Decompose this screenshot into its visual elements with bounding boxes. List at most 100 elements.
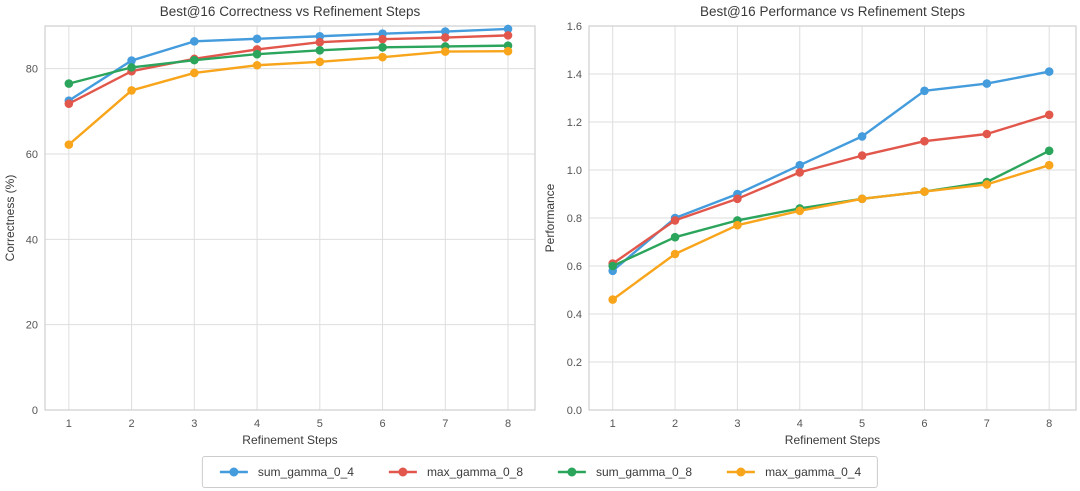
x-tick-label: 8 <box>1046 418 1052 430</box>
x-tick-label: 6 <box>379 418 385 430</box>
y-tick-label: 1.2 <box>567 117 582 129</box>
data-point-marker <box>315 31 325 41</box>
x-tick-label: 3 <box>191 418 197 430</box>
data-point-marker <box>190 37 199 46</box>
series-line <box>611 70 1051 272</box>
y-axis-label: Correctness (%) <box>3 175 17 262</box>
data-point-marker <box>1044 67 1054 76</box>
data-point-marker <box>1044 146 1054 156</box>
x-tick-label: 2 <box>129 418 135 430</box>
data-point-marker <box>608 261 617 271</box>
data-point-marker <box>857 194 867 204</box>
x-tick-label: 1 <box>610 418 616 430</box>
series-line <box>611 113 1051 265</box>
series-max_gamma_0_4 <box>608 160 1054 304</box>
data-point-marker <box>378 34 387 44</box>
data-point-marker <box>252 60 262 70</box>
data-point-marker <box>670 216 680 225</box>
series-max_gamma_0_4 <box>64 46 513 149</box>
performance-chart-panel: 1 2 3 4 5 6 7 8 0.0 0.2 0.4 0.6 0.8 1.0 1.2 1.4 1.6 Best@… <box>540 0 1080 455</box>
data-point-marker <box>857 151 867 160</box>
x-axis-label: Refinement Steps <box>242 433 337 447</box>
y-tick-label: 20 <box>26 320 38 332</box>
data-point-marker <box>127 56 136 65</box>
x-tick-label: 2 <box>672 418 678 430</box>
y-tick-label: 0.2 <box>567 357 582 369</box>
data-point-marker <box>733 194 742 204</box>
x-tick-label: 4 <box>254 418 260 430</box>
data-point-marker <box>64 99 74 108</box>
y-axis-ticks: 0.0 0.2 0.4 0.6 0.8 1.0 1.2 1.4 1.6 <box>567 21 582 417</box>
legend-label: max_gamma_0_4 <box>765 465 862 479</box>
x-tick-label: 1 <box>66 418 72 430</box>
x-axis-ticks: 1 2 3 4 5 6 7 8 <box>610 418 1053 430</box>
y-tick-label: 80 <box>26 64 38 76</box>
x-axis-ticks: 1 2 3 4 5 6 7 8 <box>66 418 511 430</box>
data-point-marker <box>315 46 325 55</box>
data-point-marker <box>252 49 262 59</box>
series-max_gamma_0_8 <box>608 110 1054 268</box>
data-point-marker <box>315 37 325 47</box>
x-tick-label: 5 <box>859 418 865 430</box>
plot-border <box>44 25 536 411</box>
data-point-marker <box>127 86 136 95</box>
y-tick-label: 0.8 <box>567 213 582 225</box>
legend: sum_gamma_0_4 max_gamma_0_8 sum_gamma_0_8 m… <box>201 456 879 488</box>
data-point-marker <box>440 33 450 42</box>
gridlines <box>589 25 1076 411</box>
data-point-marker <box>982 79 992 88</box>
series-sum_gamma_0_8 <box>64 41 513 88</box>
data-point-marker <box>378 52 387 62</box>
series-sum_gamma_0_4 <box>608 67 1054 276</box>
legend-line-marker-icon <box>388 467 417 477</box>
x-tick-label: 3 <box>734 418 740 430</box>
legend-entry: sum_gamma_0_8 <box>557 465 692 479</box>
legend-line-marker-icon <box>219 467 248 477</box>
gridlines <box>45 26 535 411</box>
series-line <box>611 163 1051 301</box>
series-line <box>67 44 510 85</box>
y-tick-label: 1.6 <box>567 21 582 33</box>
series-line <box>67 49 510 146</box>
legend-line-marker-icon <box>727 467 756 477</box>
series-line <box>67 27 510 102</box>
x-tick-label: 7 <box>984 418 990 430</box>
data-point-marker <box>920 86 929 96</box>
y-tick-label: 0 <box>32 405 38 417</box>
legend-label: sum_gamma_0_8 <box>596 465 693 479</box>
y-tick-label: 1.0 <box>567 165 582 177</box>
x-tick-label: 7 <box>442 418 448 430</box>
data-point-marker <box>795 168 805 177</box>
x-axis-label: Refinement Steps <box>785 433 880 447</box>
data-point-marker <box>982 129 992 139</box>
performance-chart: 1 2 3 4 5 6 7 8 0.0 0.2 0.4 0.6 0.8 1.0 1.2 1.4 1.6 Best@… <box>543 4 1077 447</box>
data-point-marker <box>733 220 742 230</box>
legend-label: sum_gamma_0_4 <box>257 465 354 479</box>
data-point-marker <box>440 47 450 56</box>
series-line <box>611 149 1051 268</box>
legend-label: max_gamma_0_8 <box>426 465 523 479</box>
plot-border <box>588 25 1077 411</box>
y-axis-ticks: 0 20 40 60 80 <box>26 64 38 417</box>
data-point-marker <box>64 140 74 149</box>
data-point-marker <box>503 31 513 40</box>
data-point-marker <box>920 187 929 196</box>
data-point-marker <box>440 27 450 36</box>
data-point-marker <box>857 132 867 141</box>
data-point-marker <box>795 206 805 216</box>
data-point-marker <box>920 136 929 146</box>
data-point-marker <box>1044 110 1054 120</box>
legend-entry: max_gamma_0_4 <box>726 465 861 479</box>
data-point-marker <box>315 57 325 67</box>
x-tick-label: 6 <box>921 418 927 430</box>
x-tick-label: 8 <box>505 418 511 430</box>
series-line <box>67 34 510 105</box>
y-tick-label: 0.6 <box>567 261 582 273</box>
correctness-chart-panel: 1 2 3 4 5 6 7 8 0 20 40 60 80 Best@16 Correctness vs … <box>0 0 540 455</box>
legend-line-marker-icon <box>558 467 586 477</box>
y-tick-label: 40 <box>26 234 38 246</box>
data-point-marker <box>670 249 680 259</box>
data-point-marker <box>190 55 199 65</box>
y-tick-label: 1.4 <box>567 69 582 81</box>
